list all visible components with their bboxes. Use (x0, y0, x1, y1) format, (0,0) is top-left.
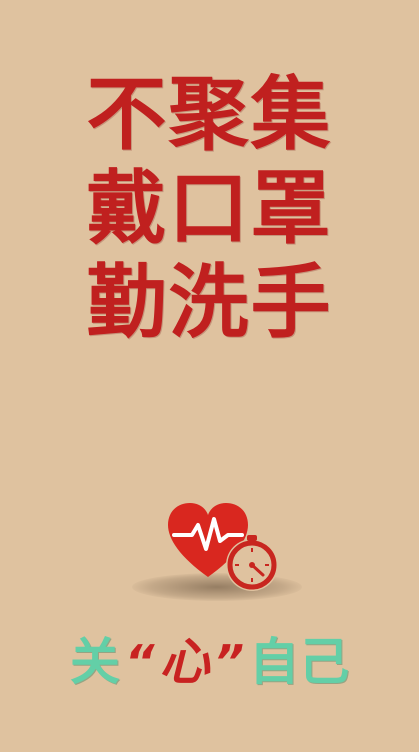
headline-line-1: 不聚集 (86, 68, 333, 161)
slogan-heart-char: 心 (159, 633, 210, 691)
slogan-open-quote: “ (124, 635, 155, 689)
stopwatch-icon (226, 535, 278, 591)
headline: 不聚集 戴口罩 勤洗手 (0, 68, 419, 350)
slogan-part-1: 关 (69, 633, 120, 691)
slogan: 关 “ 心 ” 自己 (0, 632, 419, 692)
slogan-close-quote: ” (214, 635, 245, 689)
headline-line-3: 勤洗手 (86, 256, 333, 349)
pulse-line (172, 517, 244, 551)
slogan-part-2: 自己 (249, 633, 350, 691)
headline-line-2: 戴口罩 (86, 162, 333, 255)
heart-rate-stopwatch-icon (120, 495, 302, 615)
